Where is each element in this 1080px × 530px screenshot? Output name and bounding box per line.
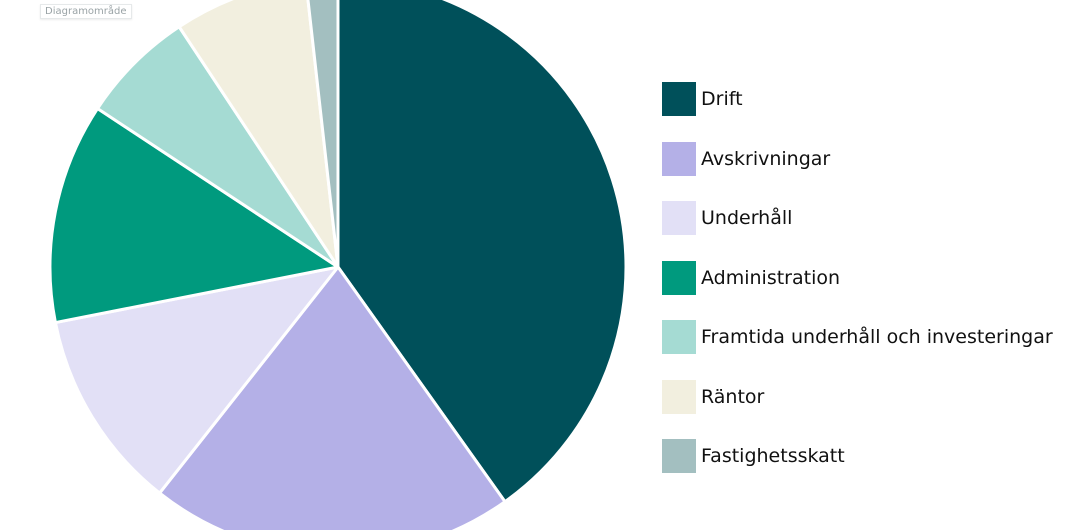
- pie-slice-0: [336, 0, 628, 504]
- legend-label-6: Fastighetsskatt: [701, 445, 845, 467]
- pie-slice-1: [158, 265, 507, 530]
- legend-item-1: Avskrivningar: [662, 141, 1053, 176]
- legend-label-4: Framtida underhåll och investeringar: [701, 326, 1053, 348]
- legend-swatch-0: [662, 82, 696, 116]
- legend-label-1: Avskrivningar: [701, 147, 831, 170]
- legend-swatch-4: [662, 320, 696, 354]
- pie-slice-4: [96, 25, 340, 269]
- pie-slice-5: [177, 0, 340, 269]
- legend-swatch-6: [662, 439, 696, 473]
- legend-swatch-1: [662, 141, 696, 176]
- legend-label-2: Underhåll: [701, 207, 793, 229]
- legend-item-5: Räntor: [662, 379, 1053, 414]
- chart-area-tag: Diagramområde: [40, 4, 132, 19]
- pie-slice-2: [53, 265, 340, 495]
- legend-item-4: Framtida underhåll och investeringar: [662, 320, 1053, 354]
- legend-swatch-5: [662, 379, 696, 414]
- pie-slice-6: [306, 0, 340, 269]
- legend-item-3: Administration: [662, 260, 1053, 295]
- legend-label-0: Drift: [701, 88, 743, 110]
- legend-swatch-3: [662, 260, 696, 295]
- legend-swatch-2: [662, 201, 696, 235]
- legend-label-5: Räntor: [701, 385, 765, 408]
- legend-label-3: Administration: [701, 266, 841, 289]
- legend-item-2: Underhåll: [662, 201, 1053, 235]
- legend-item-0: Drift: [662, 82, 1053, 116]
- legend-item-6: Fastighetsskatt: [662, 439, 1053, 473]
- pie-slice-3: [48, 107, 340, 325]
- legend: Drift Avskrivningar Underhåll Administratio…: [662, 82, 1053, 499]
